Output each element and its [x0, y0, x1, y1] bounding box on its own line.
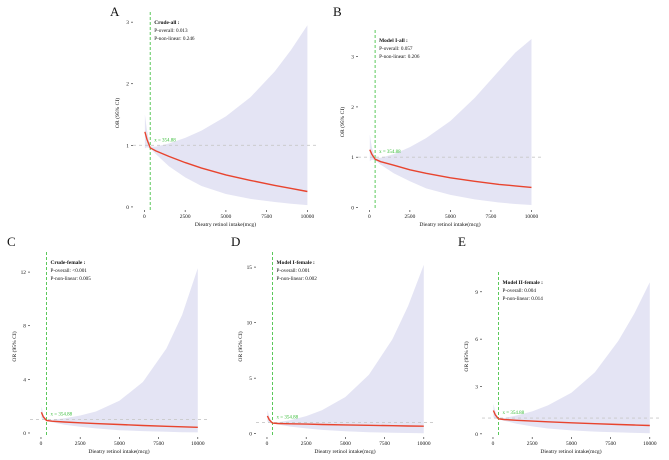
- p-non-linear: P-non-linear: 0.002: [277, 276, 318, 282]
- x-tick-label: 2500: [75, 441, 86, 447]
- knot-label: x = 354.88: [277, 416, 299, 421]
- or-curve: [40, 411, 198, 428]
- x-tick-label: 2500: [404, 214, 415, 220]
- x-tick-label: 0: [266, 441, 269, 447]
- chart-panel-a: Ax = 354.88 Crude-all : P-overall: 0.013 P-…: [110, 4, 318, 228]
- x-axis-title: Dieatry retinol intake(mcg): [88, 448, 149, 455]
- y-tick-label: 1: [126, 143, 129, 149]
- x-axis-title: Dieatry retinol intake(mcg): [419, 221, 480, 228]
- x-tick-label: 5000: [221, 214, 232, 220]
- x-axis-title: Dieatry retinol intake(mcg): [314, 448, 375, 455]
- y-tick-label: 0: [23, 431, 26, 437]
- x-tick-label: 7500: [486, 214, 497, 220]
- y-tick-label: 8: [23, 324, 26, 330]
- panel-letter: D: [231, 234, 240, 249]
- y-tick-label: 4: [23, 377, 26, 383]
- x-tick-label: 7500: [261, 214, 272, 220]
- y-tick-label: 3: [351, 55, 354, 61]
- y-tick-label: 15: [247, 265, 253, 271]
- knot-label: x = 354.88: [379, 150, 401, 155]
- confidence-band: [267, 264, 424, 434]
- p-overall: P-overall: 0.001: [277, 268, 311, 274]
- x-tick-label: 10000: [643, 441, 657, 447]
- confidence-band: [493, 282, 650, 434]
- x-tick-label: 7500: [379, 441, 390, 447]
- p-non-linear: P-non-linear: 0.246: [154, 36, 195, 42]
- x-tick-label: 0: [143, 214, 146, 220]
- y-tick-label: 3: [126, 20, 129, 26]
- y-tick-label: 2: [126, 82, 129, 88]
- annotation-title: Model II-female :: [503, 280, 544, 286]
- x-tick-label: 0: [368, 214, 371, 220]
- x-tick-label: 0: [492, 441, 495, 447]
- x-tick-label: 2500: [301, 441, 312, 447]
- or-curve: [144, 131, 308, 193]
- knot-label: x = 354.88: [154, 138, 176, 143]
- y-tick-label: 10: [247, 321, 253, 327]
- x-tick-label: 5000: [340, 441, 351, 447]
- p-overall: P-overall: 0.057: [379, 46, 413, 52]
- x-tick-label: 7500: [153, 441, 164, 447]
- p-overall: P-overall: 0.013: [154, 28, 188, 34]
- y-axis-title: OR (95% CI): [114, 98, 121, 128]
- y-axis-title: OR (95% CI): [11, 331, 18, 361]
- or-curve: [369, 149, 532, 189]
- or-curve: [266, 415, 424, 427]
- chart-panel-e: Ex = 354.88 Model II-female : P-overall: 0…: [458, 234, 660, 455]
- x-tick-label: 10000: [191, 441, 205, 447]
- panel-letter: B: [333, 4, 342, 19]
- x-tick-label: 5000: [566, 441, 577, 447]
- p-non-linear: P-non-linear: 0.206: [379, 54, 420, 60]
- x-tick-label: 10000: [417, 441, 431, 447]
- x-tick-label: 0: [40, 441, 43, 447]
- knot-label: x = 354.88: [51, 413, 73, 418]
- x-tick-label: 10000: [301, 214, 315, 220]
- y-tick-label: 0: [126, 205, 129, 211]
- confidence-band: [41, 268, 198, 433]
- y-axis-title: OR (95% CI): [463, 341, 470, 371]
- annotation-title: Model I-female :: [277, 260, 316, 266]
- y-axis-title: OR (95% CI): [339, 107, 346, 137]
- chart-panel-d: Dx = 354.88 Model I-female : P-overall: 0.…: [231, 234, 434, 455]
- y-tick-label: 6: [475, 337, 478, 343]
- y-tick-label: 0: [249, 432, 252, 438]
- confidence-band: [144, 25, 308, 206]
- knot-label: x = 354.88: [503, 411, 525, 416]
- p-non-linear: P-non-linear: 0.014: [503, 296, 544, 302]
- confidence-band: [369, 39, 532, 205]
- chart-panel-c: Cx = 354.88 Crude-female : P-overall: <0.0…: [7, 234, 208, 455]
- y-tick-label: 12: [21, 270, 27, 276]
- y-tick-label: 3: [475, 384, 478, 390]
- x-tick-label: 2500: [527, 441, 538, 447]
- or-curve: [492, 410, 650, 427]
- p-overall: P-overall: 0.004: [503, 288, 537, 294]
- x-axis-title: Dieatry retinol intake(mcg): [195, 221, 256, 228]
- chart-panel-b: Bx = 354.88 Model I-all : P-overall: 0.057…: [333, 4, 542, 228]
- x-tick-label: 5000: [114, 441, 125, 447]
- x-tick-label: 2500: [180, 214, 191, 220]
- y-tick-label: 5: [249, 376, 252, 382]
- x-tick-label: 7500: [605, 441, 616, 447]
- y-tick-label: 2: [351, 105, 354, 111]
- y-axis-title: OR (95% CI): [237, 331, 244, 361]
- p-overall: P-overall: <0.001: [51, 268, 88, 274]
- y-tick-label: 0: [351, 205, 354, 211]
- annotation-title: Model I-all :: [379, 38, 408, 44]
- y-tick-label: 1: [351, 155, 354, 161]
- x-axis-title: Dieatry retinol intake(mcg): [540, 448, 601, 455]
- panel-letter: E: [458, 234, 466, 249]
- y-tick-label: 0: [475, 432, 478, 438]
- annotation-title: Crude-female :: [51, 260, 86, 266]
- x-tick-label: 10000: [525, 214, 539, 220]
- p-non-linear: P-non-linear: 0.005: [51, 276, 92, 282]
- panel-letter: C: [7, 234, 16, 249]
- annotation-title: Crude-all :: [154, 20, 180, 26]
- x-tick-label: 5000: [445, 214, 456, 220]
- panel-letter: A: [110, 4, 120, 19]
- y-tick-label: 9: [475, 290, 478, 296]
